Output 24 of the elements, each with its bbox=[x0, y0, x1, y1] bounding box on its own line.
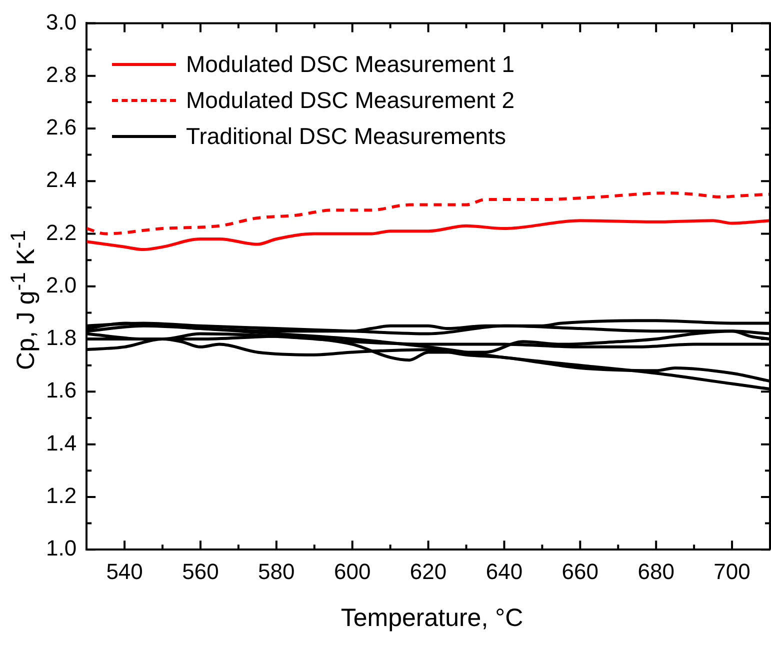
y-tick-label: 3.0 bbox=[46, 9, 77, 34]
x-tick-label: 560 bbox=[182, 558, 219, 584]
y-tick-label: 2.2 bbox=[46, 220, 77, 245]
y-tick-label: 2.8 bbox=[46, 62, 77, 87]
y-tick-label: 2.0 bbox=[46, 272, 77, 298]
x-tick-label: 580 bbox=[258, 558, 295, 584]
legend-label: Modulated DSC Measurement 1 bbox=[186, 50, 515, 78]
x-tick-label: 540 bbox=[106, 558, 143, 584]
y-tick-label: 1.4 bbox=[46, 430, 77, 456]
x-tick-label: 640 bbox=[486, 558, 523, 584]
y-tick-label: 2.6 bbox=[46, 114, 77, 140]
legend-label: Traditional DSC Measurements bbox=[186, 122, 506, 150]
x-axis-title: Temperature, °C bbox=[340, 604, 524, 633]
x-tick-label: 600 bbox=[334, 558, 371, 584]
y-tick-label: 2.4 bbox=[46, 167, 77, 192]
x-tick-label: 660 bbox=[562, 558, 599, 584]
x-tick-label: 680 bbox=[638, 558, 674, 584]
y-tick-label: 1.6 bbox=[46, 378, 77, 403]
y-tick-label: 1.0 bbox=[46, 536, 77, 561]
y-tick-label: 1.2 bbox=[46, 483, 77, 508]
x-tick-label: 620 bbox=[410, 558, 447, 584]
y-tick-label: 1.8 bbox=[46, 325, 77, 350]
x-tick-label: 700 bbox=[714, 558, 750, 584]
legend-label: Modulated DSC Measurement 2 bbox=[186, 86, 515, 114]
